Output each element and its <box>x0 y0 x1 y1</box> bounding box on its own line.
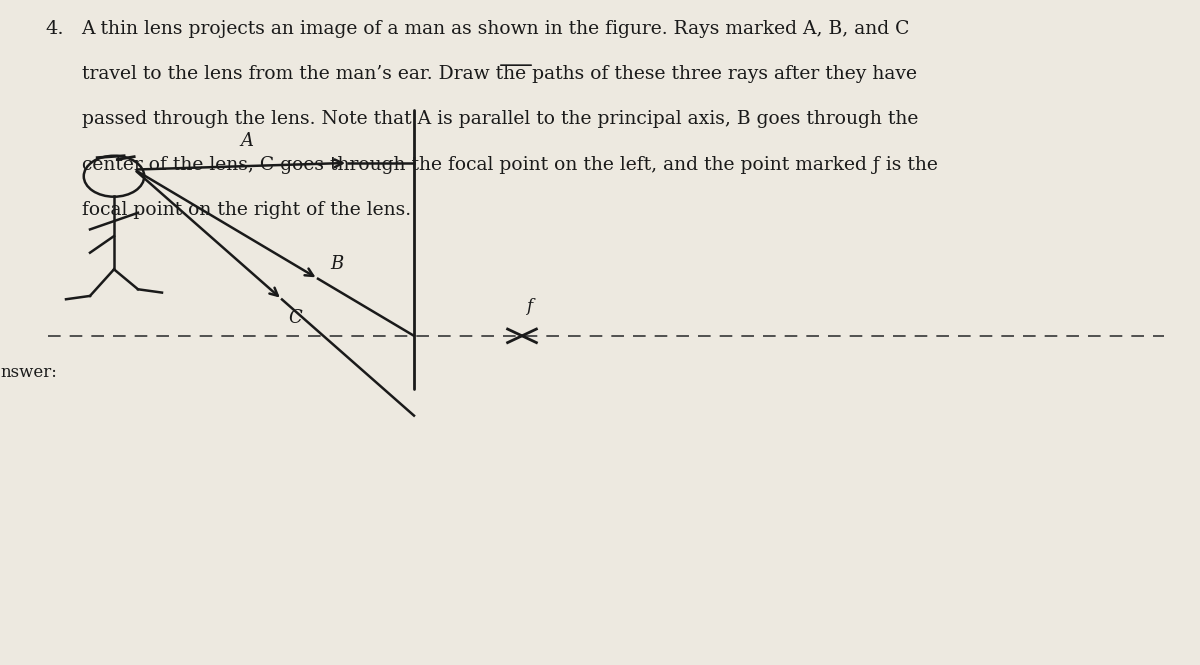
Text: 4.: 4. <box>46 20 65 38</box>
Text: nswer:: nswer: <box>0 364 56 381</box>
Text: A: A <box>240 132 253 150</box>
Text: passed through the lens. Note that A is parallel to the principal axis, B goes t: passed through the lens. Note that A is … <box>82 110 918 128</box>
Text: C: C <box>288 309 301 327</box>
Text: B: B <box>330 255 343 273</box>
Text: A thin lens projects an image of a man as shown in the figure. Rays marked A, B,: A thin lens projects an image of a man a… <box>82 20 910 38</box>
Text: f: f <box>526 297 532 315</box>
Text: travel to the lens from the man’s ear. Draw the paths of these three rays after : travel to the lens from the man’s ear. D… <box>82 65 917 83</box>
Text: focal point on the right of the lens.: focal point on the right of the lens. <box>82 201 410 219</box>
Text: center of the lens, C goes through the focal point on the left, and the point ma: center of the lens, C goes through the f… <box>82 156 937 174</box>
